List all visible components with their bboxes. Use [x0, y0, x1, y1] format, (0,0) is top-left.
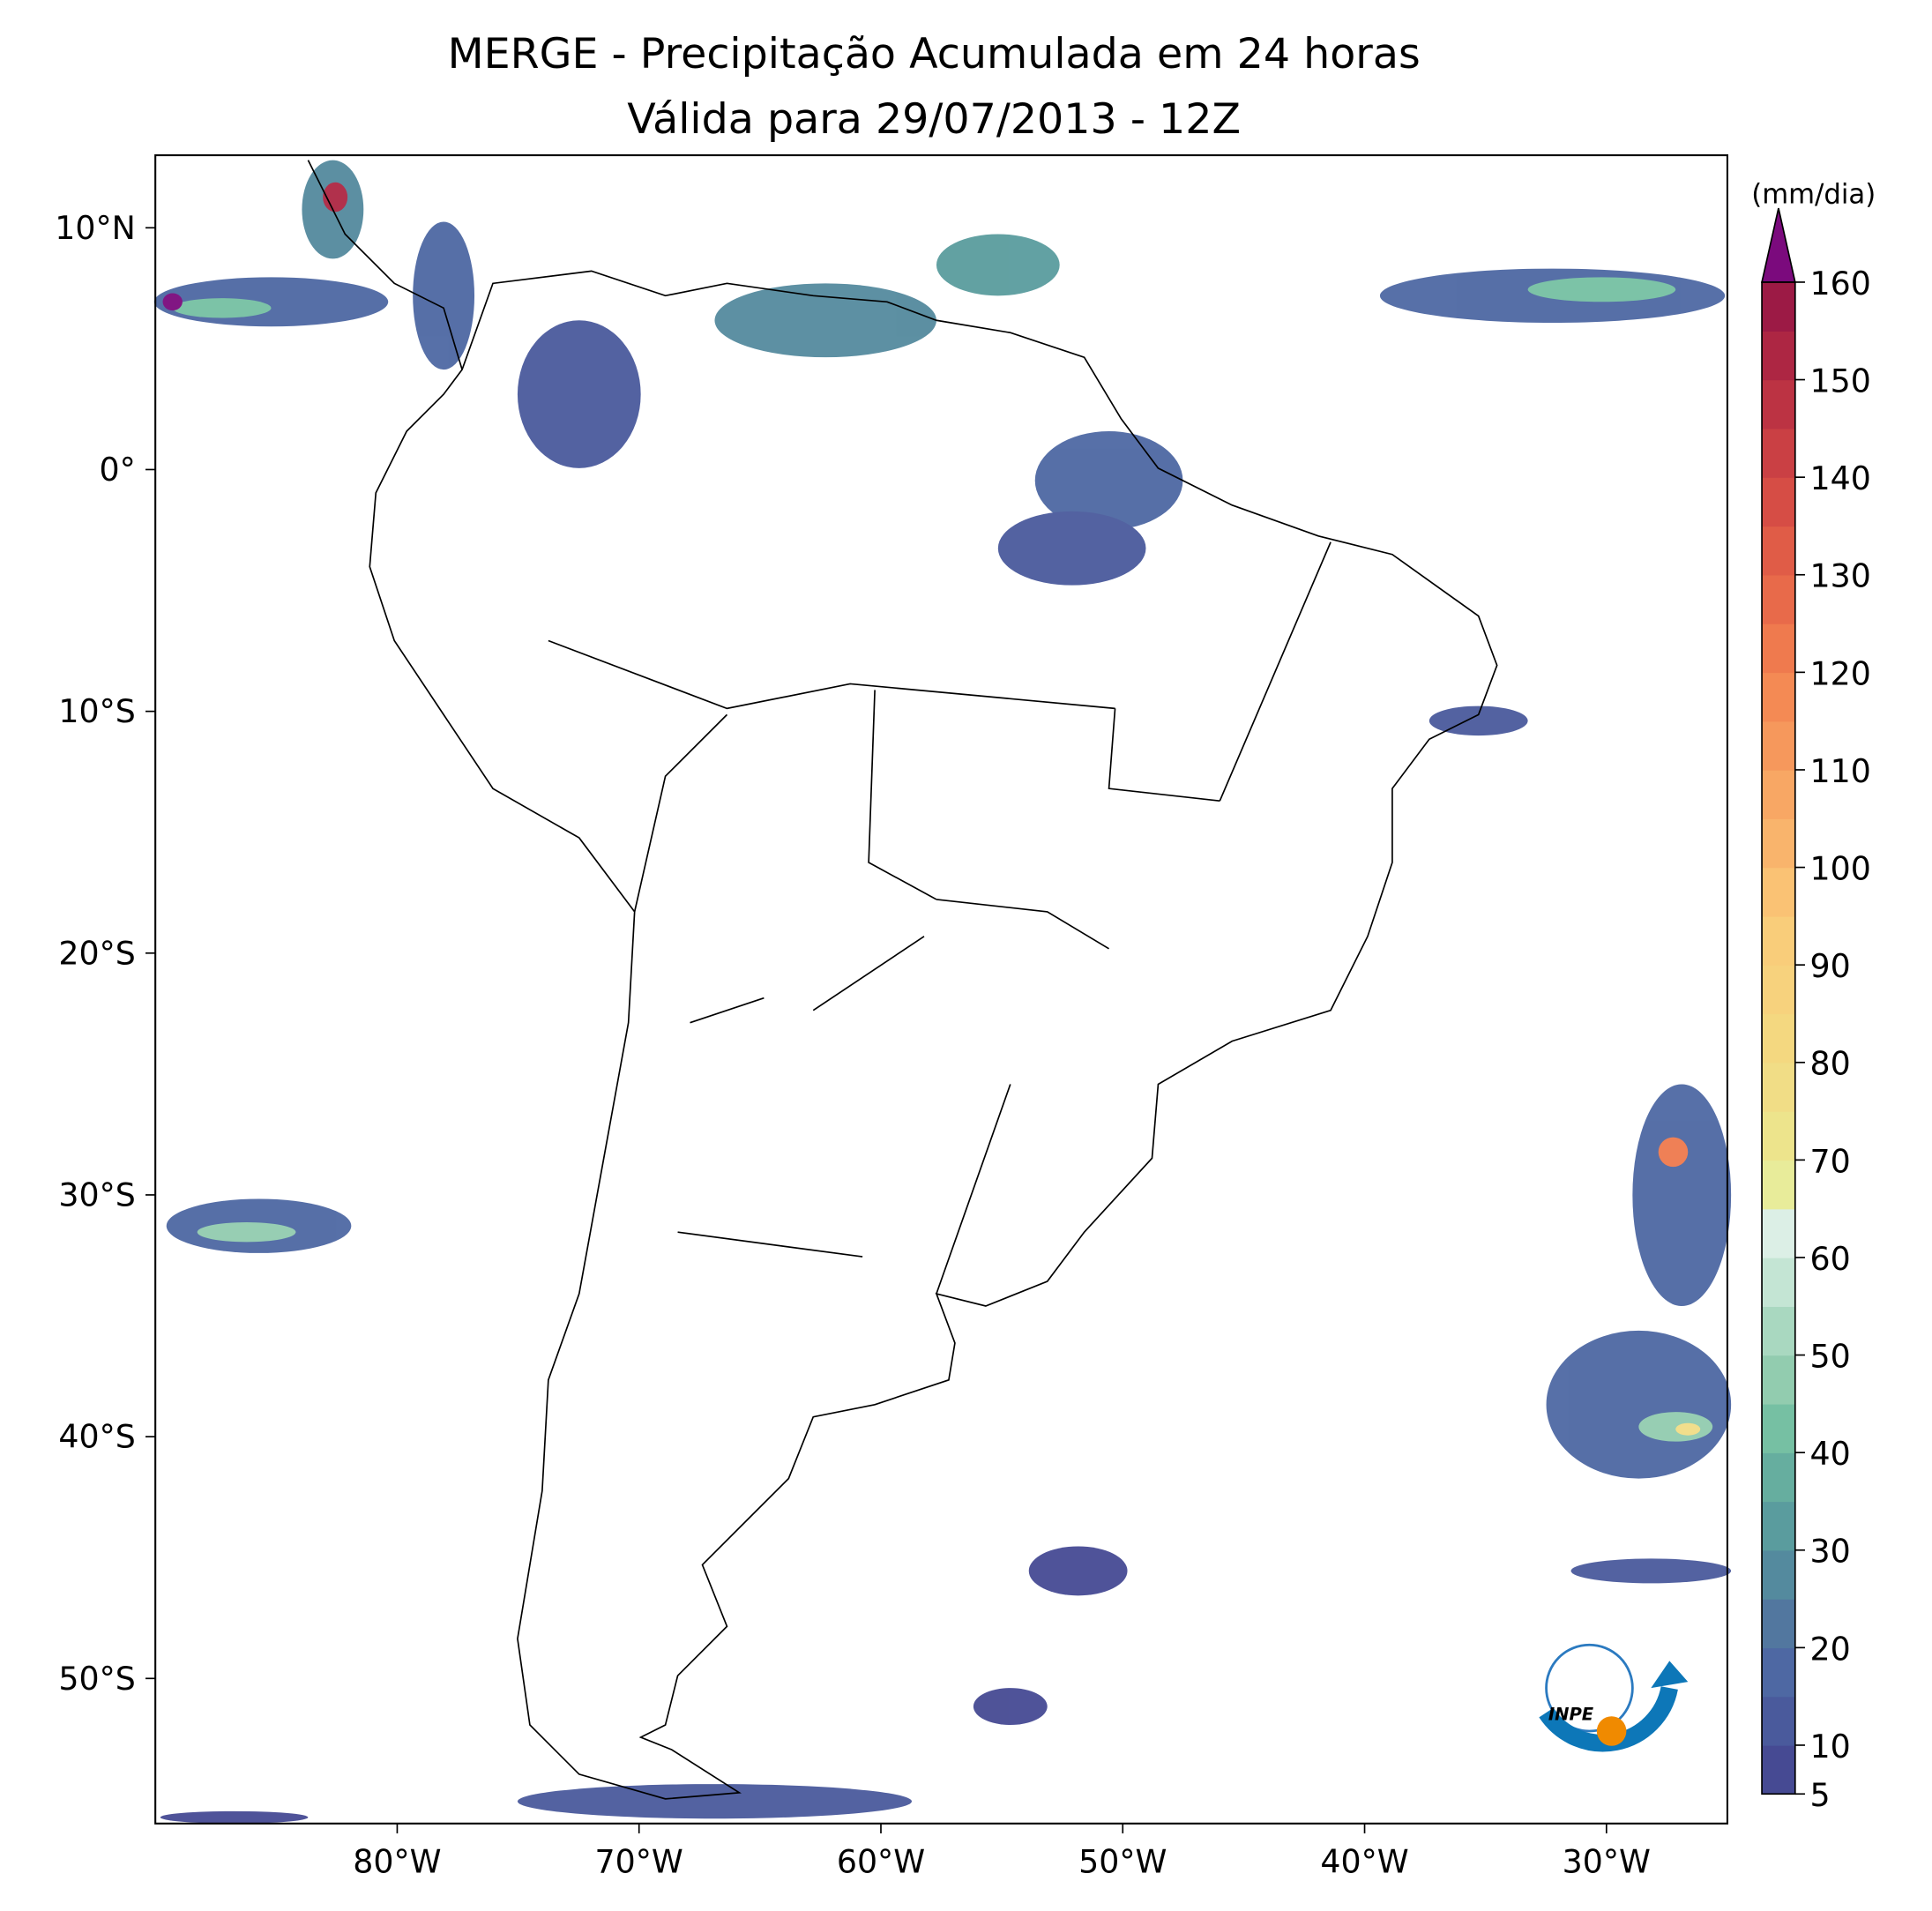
colorbar-swatch	[1762, 574, 1795, 624]
x-tick-label: 50°W	[1078, 1843, 1167, 1881]
colorbar-frame	[1761, 281, 1796, 1795]
colorbar-label: (mm/dia)	[1751, 179, 1876, 211]
colorbar-swatch	[1762, 720, 1795, 771]
colorbar-tick-label: 160	[1810, 265, 1871, 302]
colorbar-swatch	[1762, 1013, 1795, 1064]
colorbar-tick-label: 140	[1810, 459, 1871, 497]
colorbar-tick-label: 20	[1810, 1630, 1851, 1668]
colorbar-swatch	[1762, 1306, 1795, 1356]
y-tick-label: 0°	[100, 451, 136, 489]
y-tick-label: 20°S	[58, 934, 135, 972]
colorbar-swatch	[1762, 428, 1795, 478]
colorbar-swatch	[1762, 1696, 1795, 1746]
colorbar-swatch	[1762, 526, 1795, 576]
colorbar-tick-label: 50	[1810, 1338, 1851, 1376]
y-tick-label: 30°S	[58, 1176, 135, 1214]
colorbar-swatch	[1762, 1501, 1795, 1551]
colorbar-swatch	[1762, 672, 1795, 722]
colorbar-swatch	[1762, 1549, 1795, 1600]
colorbar-swatch	[1762, 1208, 1795, 1258]
colorbar-swatch	[1762, 1111, 1795, 1161]
colorbar-tick-label: 70	[1810, 1142, 1851, 1180]
colorbar-swatch	[1762, 915, 1795, 966]
title-line: MERGE - Precipitação Acumulada em 24 hor…	[448, 30, 1421, 78]
y-tick-label: 40°S	[58, 1418, 135, 1456]
colorbar-swatch	[1762, 867, 1795, 917]
logo: INPE	[1539, 1643, 1689, 1752]
colorbar-tick-label: 100	[1810, 850, 1871, 888]
colorbar-swatch	[1762, 1452, 1795, 1503]
colorbar-tick-label: 110	[1810, 752, 1871, 790]
x-tick-label: 40°W	[1320, 1843, 1408, 1881]
y-tick-label: 50°S	[58, 1660, 135, 1698]
y-tick-label: 10°S	[58, 692, 135, 730]
title-line: Válida para 29/07/2013 - 12Z	[627, 95, 1241, 144]
colorbar-swatch	[1762, 1599, 1795, 1649]
colorbar-swatch	[1762, 1744, 1795, 1795]
colorbar-swatch	[1762, 1062, 1795, 1112]
x-tick-label: 80°W	[353, 1843, 441, 1881]
colorbar-swatch	[1762, 1160, 1795, 1210]
colorbar-tick-label: 40	[1810, 1435, 1851, 1473]
colorbar-tick-label: 130	[1810, 557, 1871, 595]
colorbar-swatch	[1762, 1403, 1795, 1453]
colorbar-swatch	[1762, 331, 1795, 381]
x-tick-label: 70°W	[595, 1843, 683, 1881]
precipitation	[153, 160, 1732, 1824]
colorbar-tick-label: 90	[1810, 947, 1851, 985]
logo-text: INPE	[1548, 1704, 1594, 1724]
colorbar-swatch	[1762, 965, 1795, 1015]
colorbar-swatch	[1762, 1355, 1795, 1405]
coastline	[307, 160, 1498, 1800]
colorbar-tick-label: 150	[1810, 362, 1871, 400]
colorbar-tick-label: 60	[1810, 1240, 1851, 1278]
y-tick-label: 10°N	[55, 209, 136, 247]
colorbar-swatch	[1762, 281, 1795, 332]
colorbar-tick-label: 30	[1810, 1533, 1851, 1571]
x-tick-label: 60°W	[837, 1843, 925, 1881]
colorbar-tick-label: 10	[1810, 1728, 1851, 1765]
colorbar-swatch	[1762, 769, 1795, 819]
colorbar-swatch	[1762, 477, 1795, 527]
colorbar-swatch	[1762, 818, 1795, 869]
colorbar-swatch	[1762, 379, 1795, 429]
colorbar-swatch	[1762, 1257, 1795, 1307]
colorbar-swatch	[1762, 623, 1795, 674]
map-frame	[154, 153, 1728, 1825]
x-tick-label: 30°W	[1563, 1843, 1651, 1881]
colorbar-tick-label: 5	[1810, 1776, 1831, 1814]
colorbar-tick-label: 80	[1810, 1045, 1851, 1083]
colorbar-swatch	[1762, 1647, 1795, 1698]
colorbar-extend	[1761, 207, 1796, 283]
colorbar-tick-label: 120	[1810, 654, 1871, 692]
